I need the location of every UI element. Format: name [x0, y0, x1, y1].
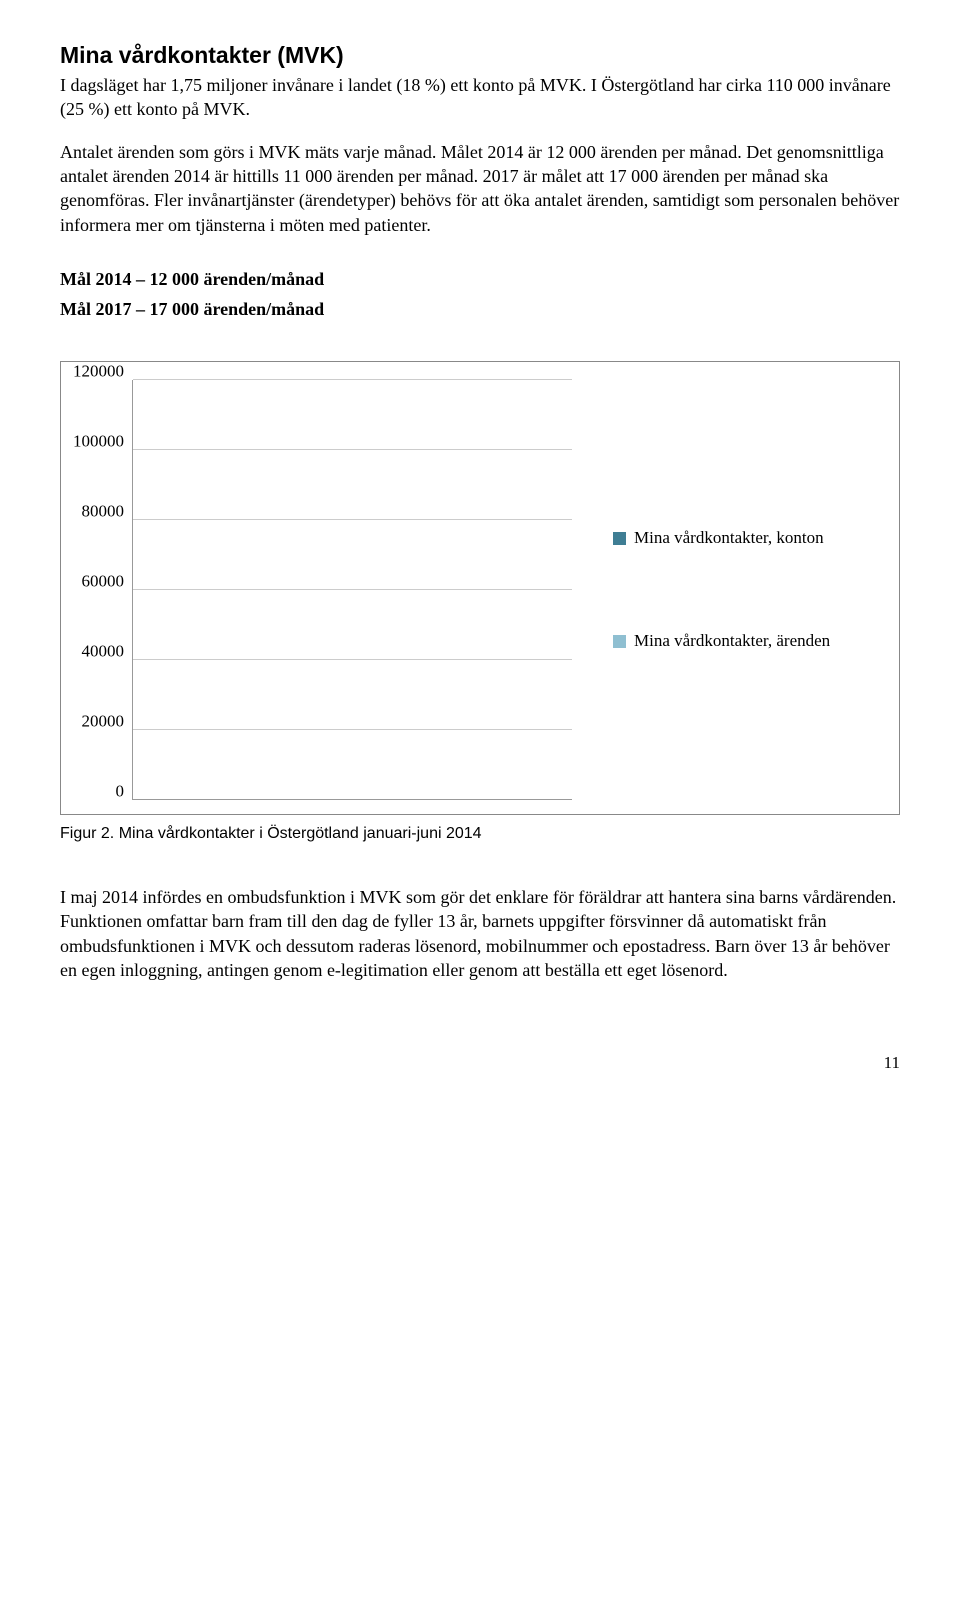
legend-label: Mina vårdkontakter, ärenden [634, 630, 830, 653]
chart-plot-wrap: 120000100000800006000040000200000 [73, 380, 583, 800]
chart-container: 120000100000800006000040000200000 Mina v… [60, 361, 900, 815]
legend-swatch [613, 635, 626, 648]
goal-2014: Mål 2014 – 12 000 ärenden/månad [60, 267, 900, 291]
legend-item: Mina vårdkontakter, ärenden [613, 630, 887, 653]
legend-item: Mina vårdkontakter, konton [613, 527, 887, 550]
paragraph-1: I dagsläget har 1,75 miljoner invånare i… [60, 73, 900, 122]
goal-2017: Mål 2017 – 17 000 ärenden/månad [60, 297, 900, 321]
chart-y-axis: 120000100000800006000040000200000 [73, 380, 132, 800]
legend-label: Mina vårdkontakter, konton [634, 527, 824, 550]
paragraph-2: Antalet ärenden som görs i MVK mäts varj… [60, 140, 900, 237]
chart-bars [133, 380, 572, 799]
section-heading: Mina vårdkontakter (MVK) [60, 40, 900, 71]
goals-block: Mål 2014 – 12 000 ärenden/månad Mål 2017… [60, 267, 900, 322]
chart-legend: Mina vårdkontakter, konton Mina vårdkonta… [583, 380, 887, 800]
chart-plot [132, 380, 572, 800]
chart-caption: Figur 2. Mina vårdkontakter i Östergötla… [60, 823, 900, 845]
page-number: 11 [60, 1052, 900, 1075]
paragraph-3: I maj 2014 infördes en ombudsfunktion i … [60, 885, 900, 982]
legend-swatch [613, 532, 626, 545]
